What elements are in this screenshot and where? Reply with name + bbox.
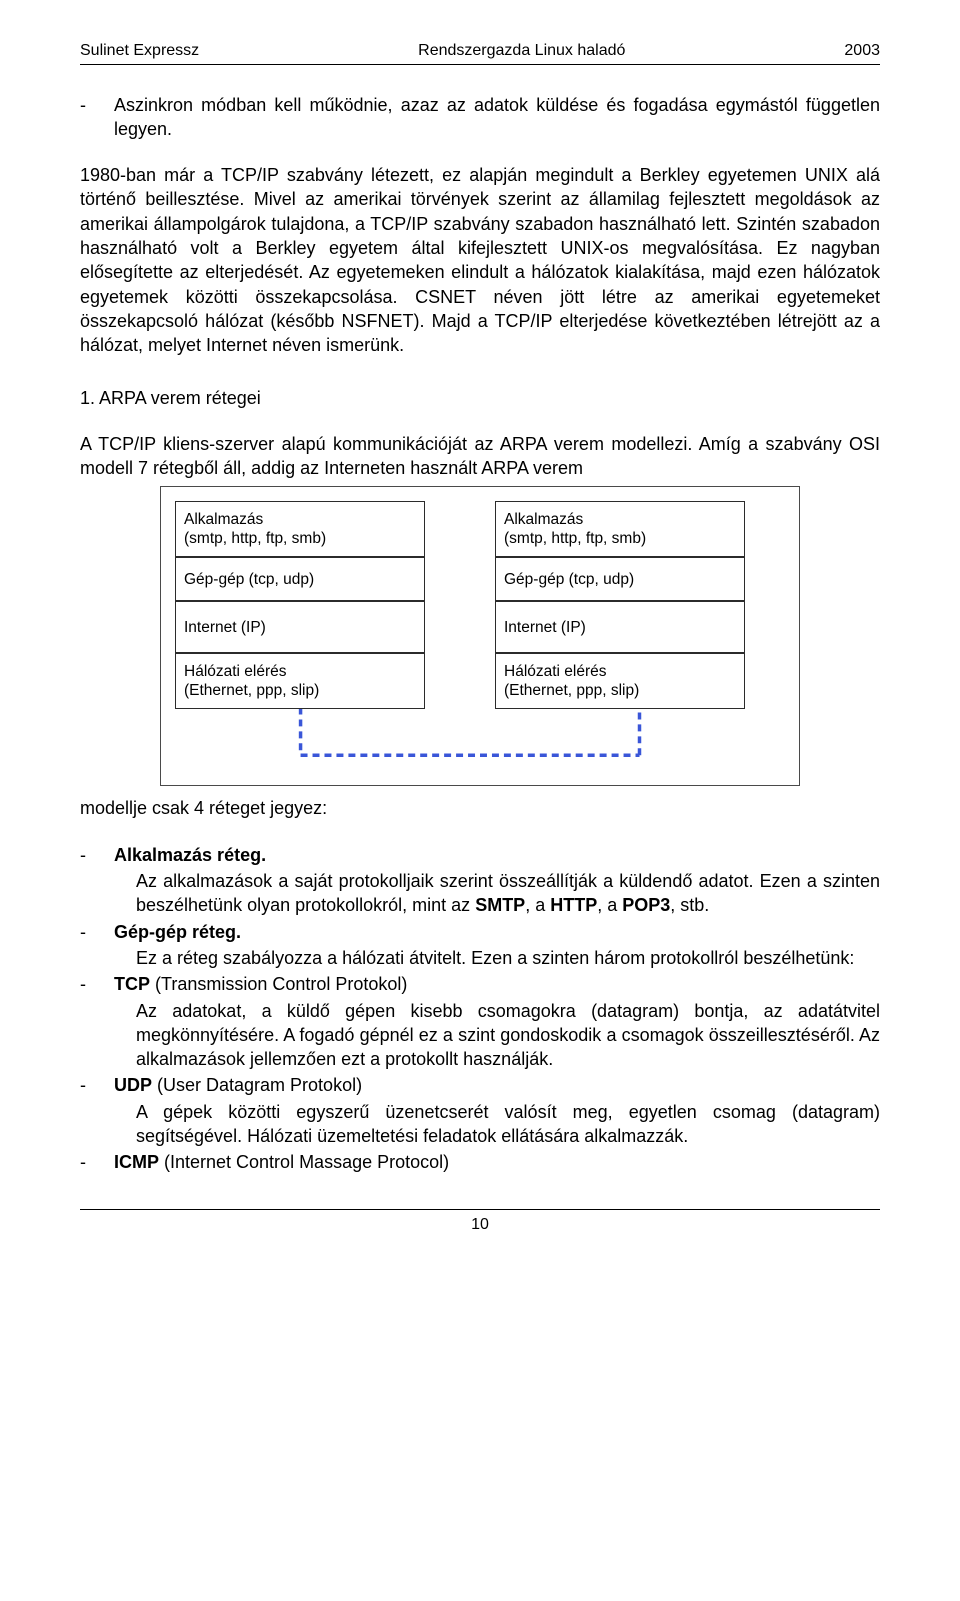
layers-list: -Alkalmazás réteg.Az alkalmazások a sajá… <box>80 843 880 1175</box>
bullet-dash: - <box>80 1150 96 1174</box>
bullet-dash: - <box>80 93 96 142</box>
left-layer-application: Alkalmazás (smtp, http, ftp, smb) <box>175 501 425 557</box>
left-layer-transport: Gép-gép (tcp, udp) <box>175 557 425 601</box>
header-right: 2003 <box>844 40 880 62</box>
right-stack: Alkalmazás (smtp, http, ftp, smb) Gép-gé… <box>495 501 745 771</box>
left-layer-internet: Internet (IP) <box>175 601 425 653</box>
list-item: -Gép-gép réteg. <box>80 920 880 944</box>
list-item: -ICMP (Internet Control Massage Protocol… <box>80 1150 880 1174</box>
left-layer-link: Hálózati elérés (Ethernet, ppp, slip) <box>175 653 425 709</box>
intro-bullet: - Aszinkron módban kell működnie, azaz a… <box>80 93 880 142</box>
footer-rule <box>80 1209 880 1210</box>
list-item-head: TCP (Transmission Control Protokol) <box>114 972 880 996</box>
history-paragraph: 1980-ban már a TCP/IP szabvány létezett,… <box>80 163 880 357</box>
list-item-body: Ez a réteg szabályozza a hálózati átvite… <box>136 946 880 970</box>
section-intro: A TCP/IP kliens-szerver alapú kommunikác… <box>80 432 880 481</box>
bullet-dash: - <box>80 1073 96 1097</box>
bullet-dash: - <box>80 920 96 944</box>
right-layer-application: Alkalmazás (smtp, http, ftp, smb) <box>495 501 745 557</box>
section-heading: 1. ARPA verem rétegei <box>80 386 880 410</box>
bullet-dash: - <box>80 843 96 867</box>
right-layer-link: Hálózati elérés (Ethernet, ppp, slip) <box>495 653 745 709</box>
list-item-head: Alkalmazás réteg. <box>114 843 880 867</box>
list-item: -Alkalmazás réteg. <box>80 843 880 867</box>
bullet-dash: - <box>80 972 96 996</box>
right-layer-transport: Gép-gép (tcp, udp) <box>495 557 745 601</box>
list-item-head: UDP (User Datagram Protokol) <box>114 1073 880 1097</box>
arpa-diagram: Alkalmazás (smtp, http, ftp, smb) Gép-gé… <box>160 486 800 786</box>
list-item-body: Az alkalmazások a saját protokolljaik sz… <box>136 869 880 918</box>
after-diagram-text: modellje csak 4 réteget jegyez: <box>80 796 880 820</box>
page-header: Sulinet Expressz Rendszergazda Linux hal… <box>80 40 880 62</box>
page-number: 10 <box>80 1214 880 1236</box>
list-item: -UDP (User Datagram Protokol) <box>80 1073 880 1097</box>
header-center: Rendszergazda Linux haladó <box>199 40 844 62</box>
list-item-head: Gép-gép réteg. <box>114 920 880 944</box>
header-left: Sulinet Expressz <box>80 40 199 62</box>
list-item-head: ICMP (Internet Control Massage Protocol) <box>114 1150 880 1174</box>
intro-bullet-text: Aszinkron módban kell működnie, azaz az … <box>114 93 880 142</box>
list-item-body: A gépek közötti egyszerű üzenetcserét va… <box>136 1100 880 1149</box>
header-rule <box>80 64 880 65</box>
right-layer-internet: Internet (IP) <box>495 601 745 653</box>
list-item: -TCP (Transmission Control Protokol) <box>80 972 880 996</box>
list-item-body: Az adatokat, a küldő gépen kisebb csomag… <box>136 999 880 1072</box>
left-stack: Alkalmazás (smtp, http, ftp, smb) Gép-gé… <box>175 501 425 771</box>
